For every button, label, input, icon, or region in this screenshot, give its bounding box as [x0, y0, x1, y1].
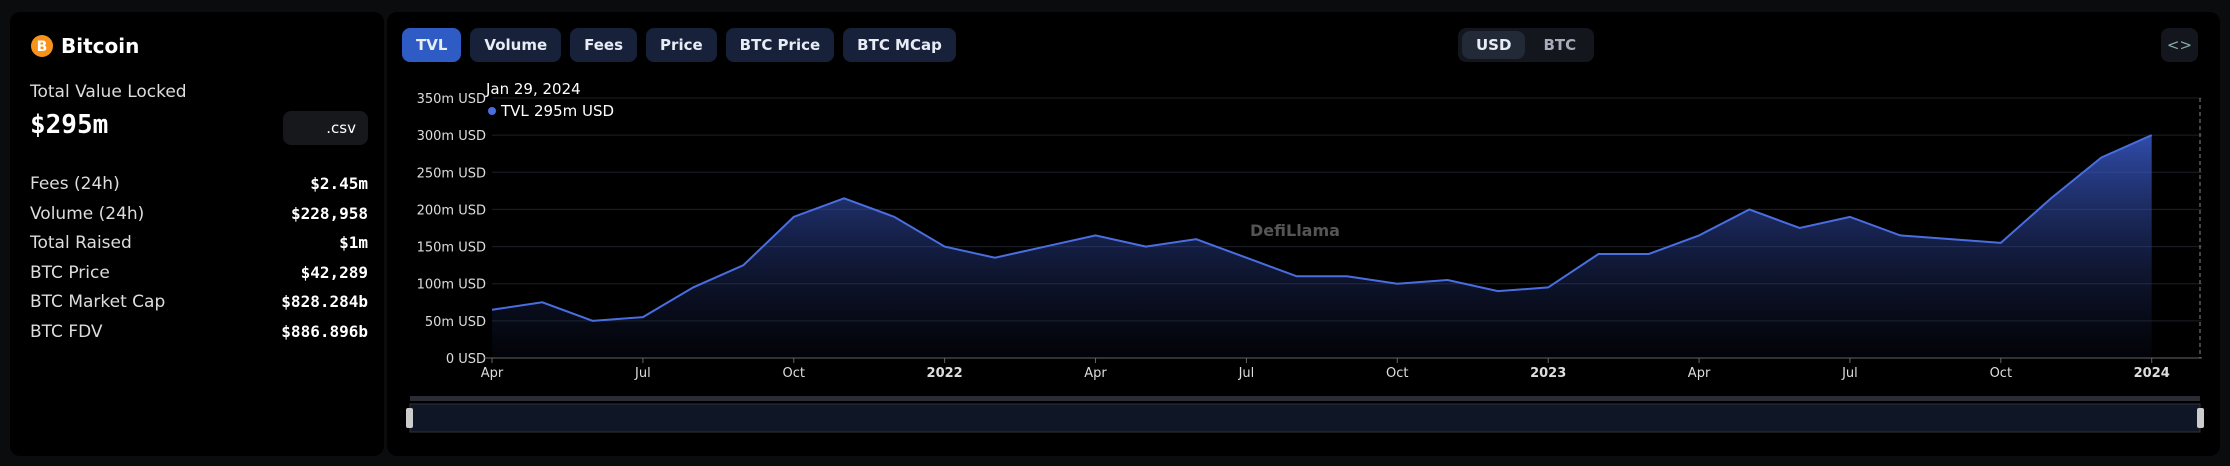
watermark: DefiLlama [1250, 221, 1340, 240]
stat-label: Total Raised [30, 233, 132, 254]
y-tick-label: 350m USD [417, 92, 486, 107]
x-tick-label: 2023 [1530, 366, 1566, 381]
tvl-label: Total Value Locked [30, 82, 187, 102]
y-tick-label: 0 USD [446, 352, 486, 367]
currency-option[interactable]: USD [1462, 31, 1526, 59]
x-tick-label: Jul [1238, 366, 1255, 381]
svg-text:B: B [37, 39, 48, 55]
x-tick-label: Jul [634, 366, 651, 381]
stat-label: Volume (24h) [30, 203, 145, 224]
stat-label: Fees (24h) [30, 174, 120, 194]
tvl-value[interactable]: $295m [30, 110, 109, 140]
tab[interactable]: Volume [470, 28, 562, 62]
tabs: TVL Volume Fees Price BTC Price BTC MCap [402, 28, 965, 62]
area [492, 135, 2152, 358]
x-tick-label: Apr [1688, 366, 1711, 381]
tab[interactable]: Price [646, 28, 717, 62]
x-tick-label: 2022 [927, 366, 963, 381]
y-tick-label: 50m USD [425, 315, 486, 330]
y-tick-label: 150m USD [417, 241, 486, 256]
brush-track [410, 396, 2200, 401]
tooltip-date: Jan 29, 2024 [485, 80, 581, 98]
stat-value: $886.896b [281, 322, 368, 341]
stat-value: $42,289 [300, 262, 368, 282]
x-tick-label: Oct [1386, 366, 1408, 381]
x-tick-label: Apr [481, 366, 504, 381]
x-tick-label: Oct [783, 366, 805, 381]
stat-label: BTC Market Cap [30, 292, 166, 313]
x-tick-label: Oct [1990, 366, 2012, 381]
y-tick-label: 250m USD [417, 166, 486, 181]
tooltip-value: 295m USD [534, 102, 614, 120]
stat-value: $1m [339, 233, 368, 253]
stat-value: $2.45m [310, 174, 368, 193]
x-tick-label: Apr [1084, 366, 1107, 381]
tooltip-dot [488, 107, 496, 115]
sidebar: B Bitcoin Total Value Locked $295m .csv … [10, 12, 384, 456]
tab[interactable]: BTC MCap [843, 28, 956, 62]
brush-handle[interactable] [406, 408, 413, 428]
chart-panel: TVL Volume Fees Price BTC Price BTC MCap USD B… [387, 12, 2220, 456]
y-tick-label: 100m USD [417, 278, 486, 293]
currency-option[interactable]: BTC [1543, 36, 1577, 54]
x-tick-label: 2024 [2134, 366, 2170, 381]
csv-button[interactable]: .csv [283, 111, 368, 145]
currency-toggle: USD BTC [1458, 28, 1595, 62]
tab[interactable]: BTC Price [725, 28, 835, 62]
title: Bitcoin [61, 34, 140, 58]
y-tick-label: 200m USD [417, 203, 486, 218]
line [491, 134, 2153, 322]
brush-handle[interactable] [2197, 408, 2204, 428]
x-tick-label: Jul [1841, 366, 1858, 381]
embed-button[interactable]: <> [2161, 28, 2198, 62]
tooltip-series: TVL [500, 102, 529, 120]
stat-value: $228,958 [290, 203, 368, 223]
stat-value: $828.284b [281, 292, 368, 312]
stat-label: BTC Price [30, 262, 110, 283]
stat-label: BTC FDV [30, 322, 103, 342]
brush [409, 403, 2201, 433]
bitcoin-icon: B [31, 35, 53, 57]
tab[interactable]: Fees [570, 28, 638, 62]
tab[interactable]: TVL [402, 28, 462, 62]
y-tick-label: 300m USD [417, 129, 486, 144]
